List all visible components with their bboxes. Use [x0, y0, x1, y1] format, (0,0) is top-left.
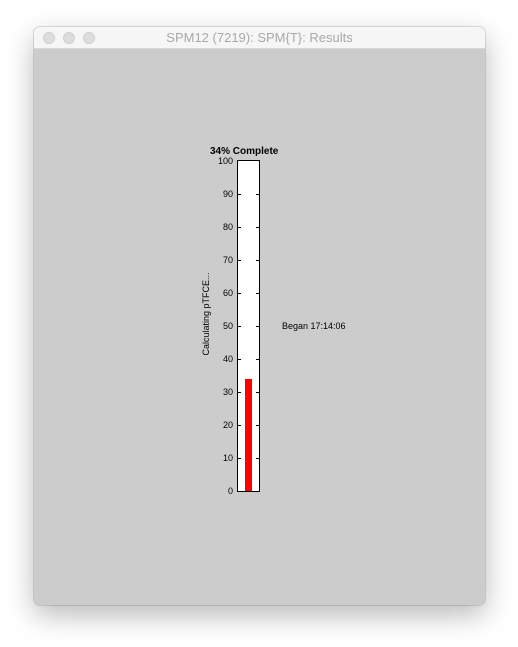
title-bar: SPM12 (7219): SPM{T}: Results	[34, 27, 485, 49]
tick-mark-right	[256, 359, 259, 360]
tick-label: 0	[227, 486, 233, 496]
results-window: SPM12 (7219): SPM{T}: Results 34% Comple…	[34, 27, 485, 605]
tick-mark-right	[256, 293, 259, 294]
tick-mark-left	[238, 293, 241, 294]
tick-label: 50	[222, 321, 233, 331]
tick-mark-left	[238, 326, 241, 327]
tick-mark-right	[256, 326, 259, 327]
tick-label: 60	[222, 288, 233, 298]
tick-mark-left	[238, 392, 241, 393]
tick-mark-right	[256, 194, 259, 195]
progress-panel: 34% Complete Calculating pTFCE... 0 10 20 3…	[34, 49, 485, 605]
start-time-label: Began 17:14:06	[282, 321, 346, 331]
zoom-window-button[interactable]	[83, 32, 95, 44]
tick-label: 90	[222, 189, 233, 199]
tick-mark-right	[256, 392, 259, 393]
tick-mark-right	[256, 425, 259, 426]
tick-label: 80	[222, 222, 233, 232]
tick-mark-left	[238, 260, 241, 261]
tick-mark-left	[238, 425, 241, 426]
tick-mark-left	[238, 227, 241, 228]
progress-gauge	[237, 160, 260, 492]
close-window-button[interactable]	[43, 32, 55, 44]
window-title: SPM12 (7219): SPM{T}: Results	[166, 30, 353, 45]
tick-mark-left	[238, 194, 241, 195]
tick-mark-right	[256, 260, 259, 261]
tick-label: 30	[222, 387, 233, 397]
tick-label: 70	[222, 255, 233, 265]
progress-axis-label: Calculating pTFCE...	[201, 272, 211, 356]
tick-mark-left	[238, 359, 241, 360]
tick-label: 100	[217, 156, 233, 166]
tick-mark-left	[238, 458, 241, 459]
tick-mark-right	[256, 458, 259, 459]
tick-mark-right	[256, 227, 259, 228]
minimize-window-button[interactable]	[63, 32, 75, 44]
tick-label: 10	[222, 453, 233, 463]
tick-label: 40	[222, 354, 233, 364]
progress-fill	[245, 378, 252, 491]
tick-label: 20	[222, 420, 233, 430]
progress-heading: 34% Complete	[210, 146, 279, 157]
